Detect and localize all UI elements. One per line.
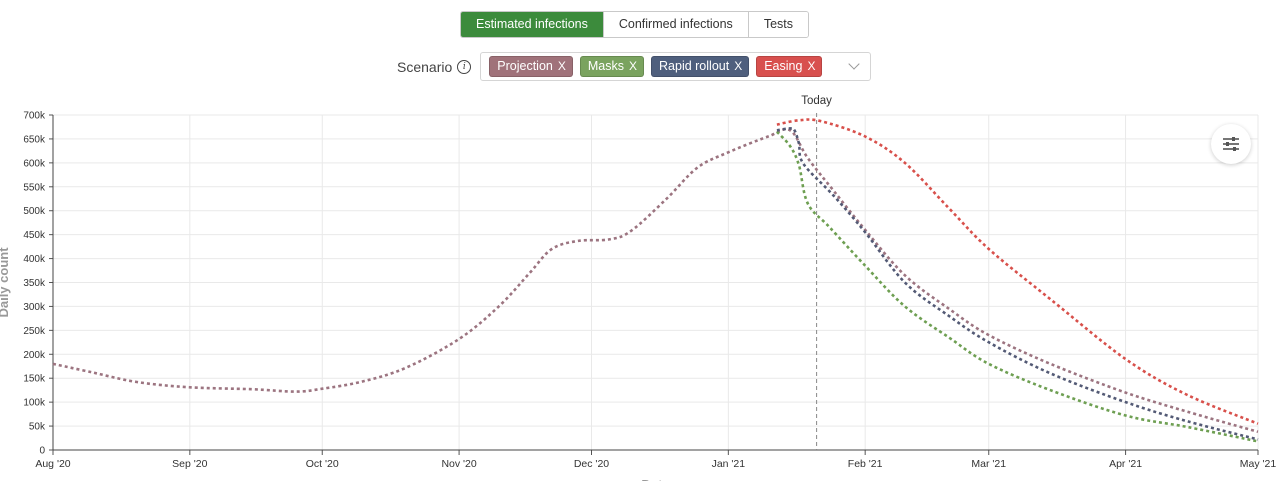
x-tick-label: Oct '20	[306, 458, 339, 470]
sliders-icon	[1223, 137, 1239, 151]
chip-masks: Masks X	[579, 56, 645, 77]
chevron-down-icon[interactable]	[848, 58, 860, 70]
chip-projection: Projection X	[489, 56, 573, 77]
y-tick-label: 300k	[23, 302, 46, 313]
y-tick-label: 500k	[23, 206, 46, 217]
y-tick-label: 200k	[23, 350, 46, 361]
y-tick-label: 450k	[23, 230, 46, 241]
chip-label: Masks	[587, 59, 624, 73]
info-icon[interactable]: i	[457, 59, 472, 74]
y-tick-label: 50k	[29, 422, 46, 433]
tab-tests[interactable]: Tests	[747, 12, 808, 37]
x-tick-label: Feb '21	[848, 458, 883, 470]
remove-masks-icon[interactable]: X	[629, 59, 638, 73]
chip-label: Rapid rollout	[659, 59, 730, 73]
series-line-projection	[52, 127, 1259, 434]
remove-projection-icon[interactable]: X	[557, 59, 566, 73]
x-tick-label: Apr '21	[1109, 458, 1142, 470]
x-tick-label: Sep '20	[172, 458, 207, 470]
x-tick-label: Jan '21	[712, 458, 746, 470]
x-axis-title: Date	[641, 477, 669, 481]
remove-rapid-rollout-icon[interactable]: X	[734, 59, 743, 73]
line-chart: 0 50k 100k 150k 200k 250k 300k 350k 400k 450k 500k…	[0, 95, 1277, 481]
y-tick-label: 250k	[23, 326, 46, 337]
scenario-select[interactable]: Projection X Masks X Rapid rollout X Eas…	[480, 52, 872, 81]
y-tick-label: 350k	[23, 278, 46, 289]
y-tick-label: 0	[39, 446, 45, 457]
metric-tabs: Estimated infections Confirmed infection…	[460, 11, 809, 38]
chip-label: Projection	[497, 59, 553, 73]
x-tick-label: Mar '21	[971, 458, 1006, 470]
tab-confirmed-infections[interactable]: Confirmed infections	[602, 12, 748, 37]
y-axis-title: Daily count	[0, 247, 11, 318]
y-tick-label: 550k	[23, 182, 46, 193]
y-tick-label: 100k	[23, 398, 46, 409]
y-tick-label: 400k	[23, 254, 46, 265]
y-tick-label: 150k	[23, 374, 46, 385]
series-line-masks	[775, 130, 1259, 443]
scenario-row: Scenario i Projection X Masks X Rapid ro…	[397, 51, 872, 82]
x-tick-label: Dec '20	[574, 458, 609, 470]
tab-estimated-infections[interactable]: Estimated infections	[461, 12, 603, 37]
x-tick-label: May '21	[1240, 458, 1277, 470]
scenario-label: Scenario	[397, 58, 453, 75]
remove-easing-icon[interactable]: X	[807, 59, 816, 73]
today-label: Today	[801, 95, 832, 107]
chip-rapid-rollout: Rapid rollout X	[651, 56, 750, 77]
y-tick-label: 650k	[23, 134, 46, 145]
series-line-easing	[776, 118, 1259, 425]
chip-label: Easing	[764, 59, 803, 73]
chart-settings-button[interactable]	[1211, 124, 1251, 164]
chip-easing: Easing X	[756, 56, 823, 77]
y-tick-label: 600k	[23, 158, 46, 169]
x-tick-label: Nov '20	[441, 458, 476, 470]
y-tick-label: 700k	[23, 111, 46, 122]
series-line-rapid-rollout	[776, 127, 1259, 441]
x-tick-label: Aug '20	[35, 458, 70, 470]
